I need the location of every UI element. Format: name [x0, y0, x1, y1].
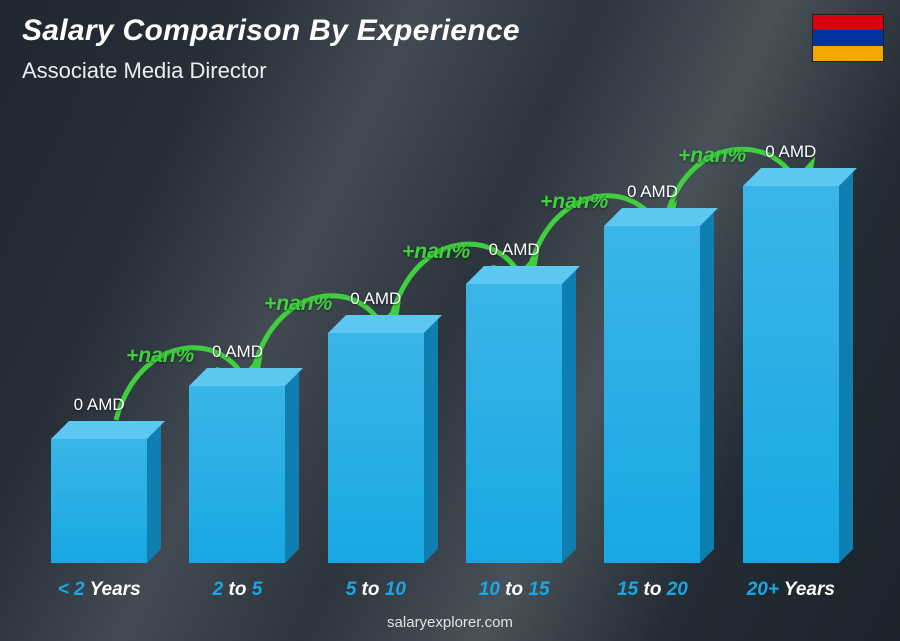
country-flag — [812, 14, 884, 62]
chart-stage: Salary Comparison By Experience Associat… — [0, 0, 900, 641]
bar-value-label-2: 0 AMD — [296, 289, 456, 309]
x-label-5: 20+ Years — [722, 579, 860, 601]
flag-stripe-1 — [813, 15, 883, 30]
x-label-4: 15 to 20 — [583, 579, 721, 601]
bar-0: 0 AMD — [30, 120, 168, 563]
bar-chart: +nan% +nan% +nan% +nan% +nan% 0 AMD0 AMD… — [30, 120, 860, 563]
x-label-2: 5 to 10 — [307, 579, 445, 601]
bar-2: 0 AMD — [307, 120, 445, 563]
bar-value-label-4: 0 AMD — [572, 182, 732, 202]
bar-1: 0 AMD — [168, 120, 306, 563]
flag-stripe-2 — [813, 30, 883, 45]
bar-5: 0 AMD — [722, 120, 860, 563]
x-label-3: 10 to 15 — [445, 579, 583, 601]
bar-value-label-3: 0 AMD — [434, 240, 594, 260]
chart-subtitle: Associate Media Director — [22, 58, 267, 84]
x-label-0: < 2 Years — [30, 579, 168, 601]
flag-stripe-3 — [813, 46, 883, 61]
chart-title: Salary Comparison By Experience — [22, 14, 520, 48]
x-axis-labels: < 2 Years2 to 55 to 1010 to 1515 to 2020… — [30, 579, 860, 601]
footer-credit: salaryexplorer.com — [0, 614, 900, 631]
bar-value-label-0: 0 AMD — [19, 395, 179, 415]
x-label-1: 2 to 5 — [168, 579, 306, 601]
bar-value-label-1: 0 AMD — [157, 342, 317, 362]
bar-3: 0 AMD — [445, 120, 583, 563]
bars-container: 0 AMD0 AMD0 AMD0 AMD0 AMD0 AMD — [30, 120, 860, 563]
bar-value-label-5: 0 AMD — [711, 142, 871, 162]
bar-4: 0 AMD — [583, 120, 721, 563]
